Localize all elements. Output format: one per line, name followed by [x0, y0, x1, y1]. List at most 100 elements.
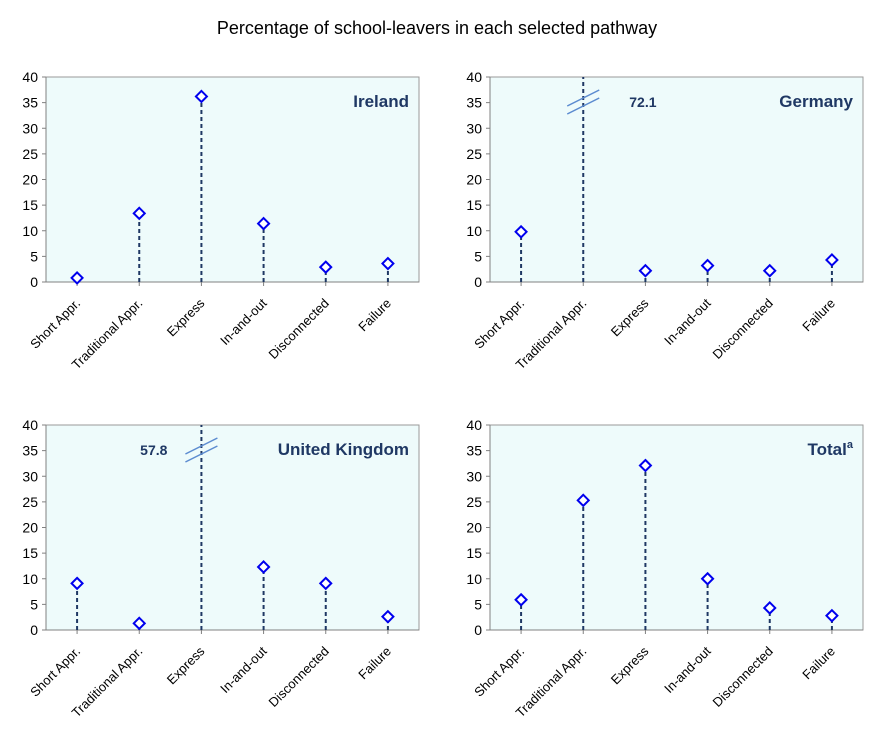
y-tick-label: 10: [22, 223, 38, 239]
y-tick-label: 35: [22, 95, 38, 111]
x-category-label: Short Appr.: [27, 296, 83, 352]
y-tick-label: 5: [30, 596, 38, 612]
chart-title-text: Germany: [779, 92, 853, 111]
y-tick-label: 25: [466, 494, 482, 510]
y-tick-label: 40: [466, 417, 482, 433]
y-tick-label: 15: [466, 545, 482, 561]
x-category-label: Failure: [799, 296, 838, 335]
y-tick-label: 15: [22, 545, 38, 561]
y-tick-label: 30: [466, 468, 482, 484]
data-point: [318, 260, 333, 275]
x-category-label: Failure: [355, 296, 394, 335]
chart-title-text: Ireland: [353, 92, 409, 111]
y-tick-label: 25: [22, 494, 38, 510]
axis-break-mark: [566, 89, 600, 107]
y-tick-label: 40: [22, 69, 38, 85]
data-point: [762, 601, 777, 615]
x-category-label: Express: [608, 295, 652, 339]
x-category-label: Express: [164, 295, 208, 339]
y-tick-label: 15: [466, 197, 482, 213]
y-tick-label: 10: [466, 223, 482, 239]
x-category-label: In-and-out: [661, 643, 714, 696]
chart-title: United Kingdom: [278, 440, 409, 459]
plot-area: [45, 76, 420, 283]
x-category-label: Express: [164, 643, 208, 687]
y-tick-label: 15: [22, 197, 38, 213]
y-tick-label: 20: [466, 172, 482, 188]
plot-area: [489, 424, 864, 631]
y-tick-label: 40: [22, 417, 38, 433]
x-category-label: Disconnected: [710, 644, 776, 710]
figure-title: Percentage of school-leavers in each sel…: [216, 18, 658, 38]
data-point: [70, 270, 84, 285]
y-tick-label: 10: [22, 571, 38, 587]
data-point: [825, 608, 839, 623]
data-point: [576, 493, 591, 508]
x-category-label: Express: [608, 643, 652, 687]
data-point: [132, 616, 147, 631]
y-tick-label: 5: [474, 248, 482, 264]
data-point: [638, 263, 653, 278]
axis-break-mark: [566, 97, 600, 115]
y-tick-label: 5: [474, 596, 482, 612]
data-point: [318, 576, 333, 591]
data-point: [762, 263, 777, 278]
y-tick-label: 40: [466, 69, 482, 85]
data-point: [825, 253, 839, 267]
data-point: [70, 576, 84, 591]
data-point: [381, 256, 395, 271]
x-category-label: Disconnected: [710, 296, 776, 362]
axis-break-mark: [185, 437, 218, 455]
x-category-label: Disconnected: [266, 644, 332, 710]
plot-area: [489, 76, 864, 283]
y-tick-label: 20: [22, 520, 38, 536]
data-point: [256, 560, 271, 574]
x-category-label: Short Appr.: [27, 644, 83, 700]
chart-title-text: United Kingdom: [278, 440, 409, 459]
data-point: [700, 571, 715, 586]
data-point: [514, 224, 528, 239]
y-tick-label: 0: [474, 274, 482, 290]
y-tick-label: 25: [22, 146, 38, 162]
x-category-label: In-and-out: [661, 295, 714, 348]
data-point: [700, 258, 715, 273]
y-tick-label: 20: [466, 520, 482, 536]
x-category-label: Short Appr.: [471, 644, 527, 700]
y-tick-label: 0: [474, 622, 482, 638]
data-point: [381, 609, 395, 624]
y-tick-label: 0: [30, 622, 38, 638]
y-tick-label: 0: [30, 274, 38, 290]
y-tick-label: 35: [22, 443, 38, 459]
chart-title-superscript: a: [847, 439, 854, 451]
y-tick-label: 25: [466, 146, 482, 162]
chart-title-text: Total: [808, 440, 847, 459]
axis-break-mark: [185, 445, 218, 463]
x-category-label: Failure: [799, 644, 838, 683]
data-point: [638, 458, 653, 473]
y-tick-label: 35: [466, 443, 482, 459]
x-category-label: Short Appr.: [471, 296, 527, 352]
x-category-label: In-and-out: [217, 643, 270, 696]
data-point: [194, 89, 209, 104]
y-tick-label: 10: [466, 571, 482, 587]
data-point: [132, 206, 147, 221]
y-tick-label: 30: [22, 468, 38, 484]
y-tick-label: 30: [22, 120, 38, 136]
truncated-value-label: 57.8: [140, 442, 167, 458]
chart-title: Germany: [779, 92, 853, 111]
y-tick-label: 30: [466, 120, 482, 136]
x-category-label: Disconnected: [266, 296, 332, 362]
chart-title: Totala: [808, 439, 854, 459]
y-tick-label: 20: [22, 172, 38, 188]
y-tick-label: 5: [30, 248, 38, 264]
truncated-value-label: 72.1: [629, 94, 656, 110]
plot-area: [45, 424, 420, 631]
y-tick-label: 35: [466, 95, 482, 111]
chart-title: Ireland: [353, 92, 409, 111]
x-category-label: In-and-out: [217, 295, 270, 348]
data-point: [256, 216, 271, 231]
